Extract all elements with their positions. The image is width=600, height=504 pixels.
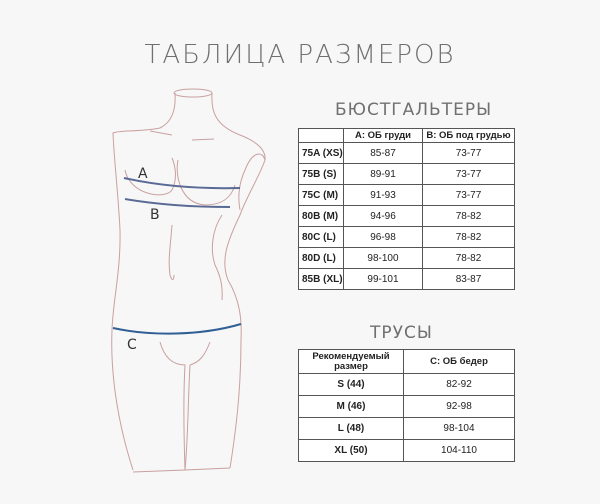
hips-cell: 92-98 — [403, 395, 515, 418]
neck-top — [173, 88, 213, 98]
size-cell: M (46) — [298, 395, 404, 418]
table-row: XL (50) 104-110 — [298, 439, 515, 462]
table-header-row: Рекомендуемый размер C: ОБ бедер — [298, 349, 515, 374]
label-c: C — [127, 337, 137, 353]
size-cell: 75B (S) — [298, 163, 344, 185]
label-b: B — [150, 207, 160, 223]
bust-cell: 98-100 — [343, 247, 423, 269]
table-row: 80D (L) 98-100 78-82 — [298, 247, 515, 269]
size-cell: 80D (L) — [298, 247, 344, 269]
waist-curve — [211, 214, 223, 301]
bust-cell: 99-101 — [343, 268, 423, 290]
table-header-row: A: ОБ груди B: ОБ под грудью — [298, 128, 515, 143]
panties-size-table: Рекомендуемый размер C: ОБ бедер S (44) 8… — [298, 349, 515, 462]
header-underbust: B: ОБ под грудью — [422, 128, 515, 143]
body-outline-right — [211, 92, 266, 469]
label-a: A — [138, 166, 148, 182]
size-cell: 85B (XL) — [298, 268, 344, 290]
size-cell: 75A (XS) — [298, 142, 344, 164]
measure-line-b — [124, 198, 231, 208]
underbust-cell: 73-77 — [422, 184, 515, 206]
table-row: S (44) 82-92 — [298, 373, 515, 396]
navel-line — [168, 224, 175, 280]
bra-section-title: БЮСТГАЛЬТЕРЫ — [335, 100, 493, 120]
inner-leg-right — [184, 341, 231, 471]
table-row: 80C (L) 96-98 78-82 — [298, 226, 515, 248]
size-cell: 80C (L) — [298, 226, 344, 248]
hips-cell: 82-92 — [403, 373, 515, 396]
bust-right — [176, 159, 236, 206]
bust-cell: 85-87 — [343, 142, 423, 164]
size-cell: 80B (M) — [298, 205, 344, 227]
underbust-cell: 78-82 — [422, 247, 515, 269]
size-cell: L (48) — [298, 417, 404, 440]
table-row: 75A (XS) 85-87 73-77 — [298, 142, 515, 164]
underbust-cell: 78-82 — [422, 226, 515, 248]
table-row: 85B (XL) 99-101 83-87 — [298, 268, 515, 290]
size-cell: XL (50) — [298, 439, 404, 462]
inner-leg-left — [132, 341, 186, 473]
bust-left — [124, 157, 176, 196]
bust-cell: 89-91 — [343, 163, 423, 185]
underbust-cell: 83-87 — [422, 268, 515, 290]
header-hips: C: ОБ бедер — [403, 349, 515, 374]
underbust-cell: 73-77 — [422, 163, 515, 185]
hips-cell: 98-104 — [403, 417, 515, 440]
size-cell: 75C (M) — [298, 184, 344, 206]
table-row: M (46) 92-98 — [298, 395, 515, 418]
table-row: L (48) 98-104 — [298, 417, 515, 440]
header-size — [298, 128, 344, 143]
underbust-cell: 78-82 — [422, 205, 515, 227]
table-row: 75B (S) 89-91 73-77 — [298, 163, 515, 185]
bust-cell: 96-98 — [343, 226, 423, 248]
table-row: 75C (M) 91-93 73-77 — [298, 184, 515, 206]
arm-stump — [238, 153, 266, 211]
panties-section-title: ТРУСЫ — [370, 323, 433, 343]
collarbone — [149, 130, 215, 141]
body-outline-left — [111, 92, 176, 471]
hips-cell: 104-110 — [403, 439, 515, 462]
table-row: 80B (M) 94-96 78-82 — [298, 205, 515, 227]
header-recommended-size: Рекомендуемый размер — [298, 349, 404, 374]
bust-cell: 91-93 — [343, 184, 423, 206]
page-title: ТАБЛИЦА РАЗМЕРОВ — [144, 40, 456, 70]
header-bust: A: ОБ груди — [343, 128, 423, 143]
bra-size-table: A: ОБ груди B: ОБ под грудью 75A (XS) 85-… — [298, 128, 515, 290]
measure-line-c — [112, 323, 242, 335]
bust-cell: 94-96 — [343, 205, 423, 227]
measure-line-a — [123, 177, 241, 190]
underbust-cell: 73-77 — [422, 142, 515, 164]
size-cell: S (44) — [298, 373, 404, 396]
